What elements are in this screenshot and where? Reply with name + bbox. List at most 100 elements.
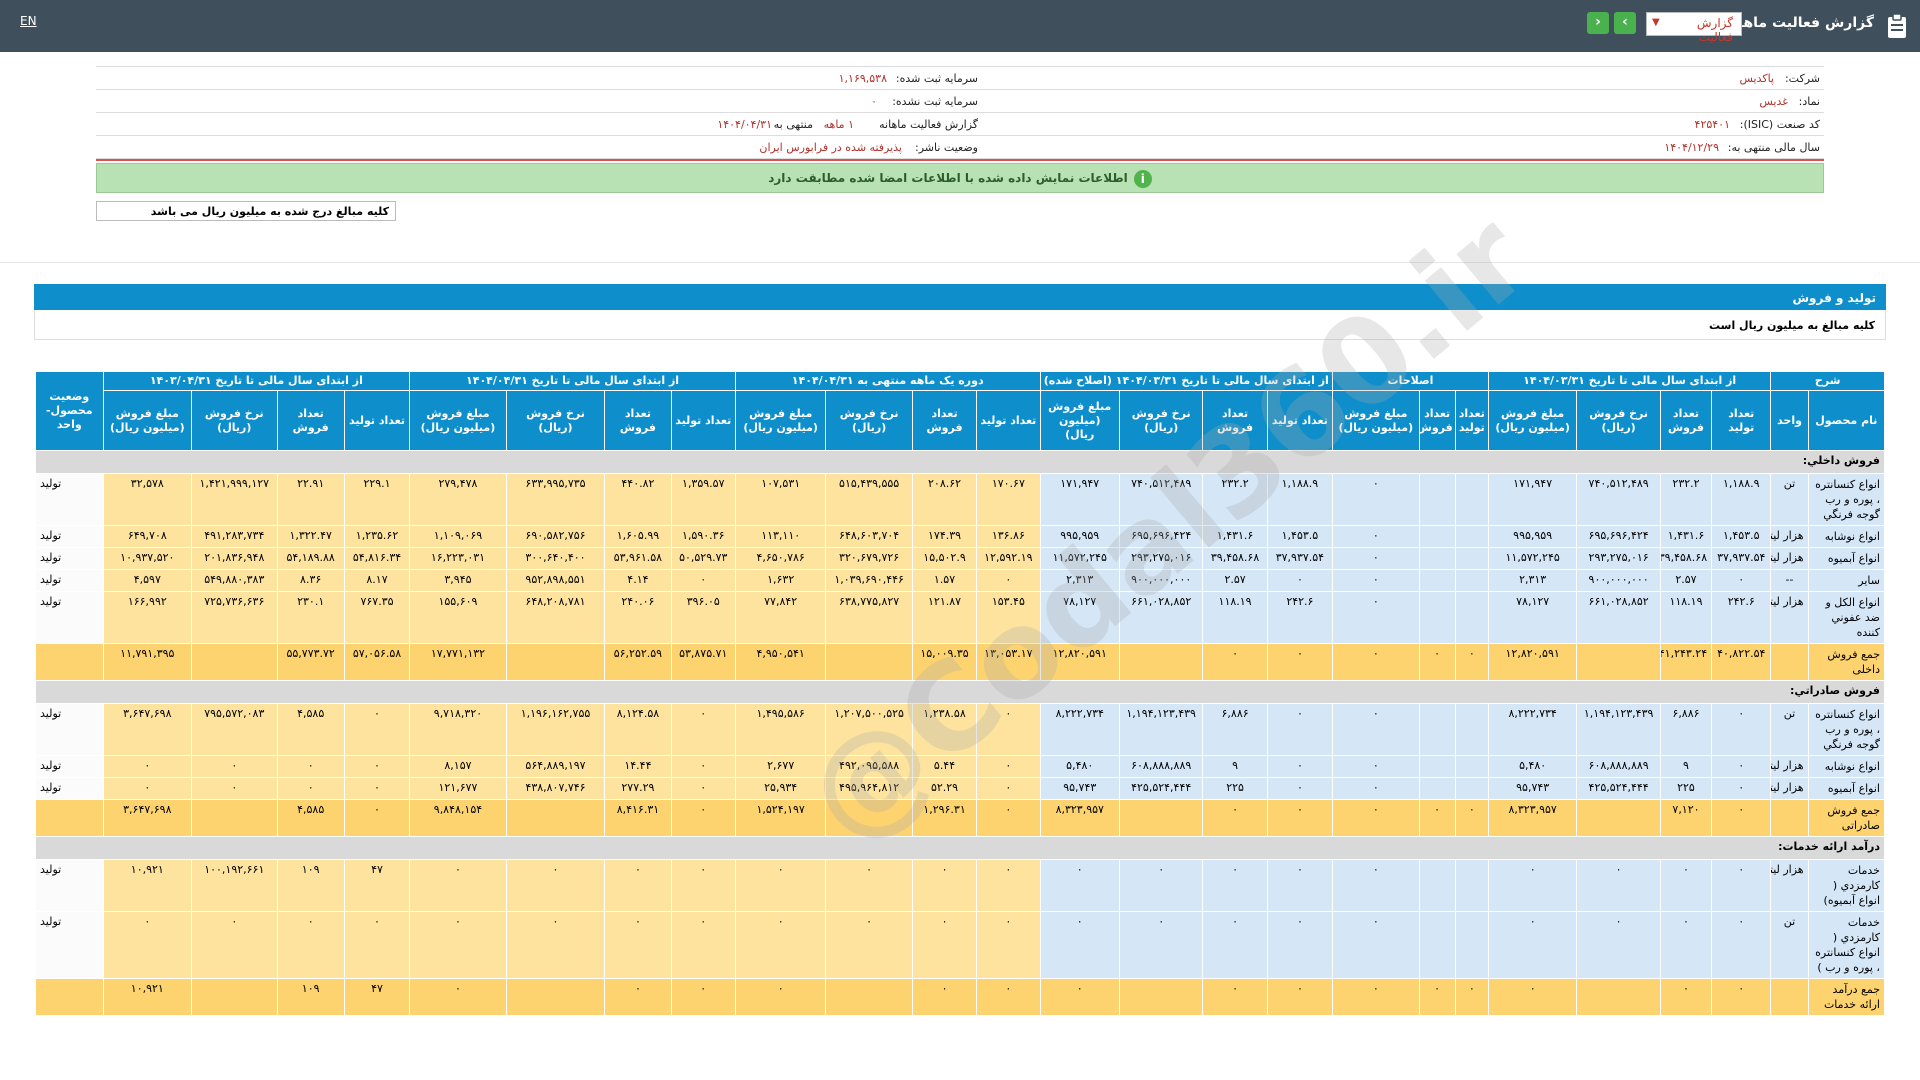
table-cell: ۱۱۸.۱۹ [1202,591,1268,644]
product-status: تولید [35,473,104,526]
table-cell: ۱۲۱,۶۷۷ [409,777,507,800]
table-cell: ۱۲,۸۲۰,۵۹۱ [1487,643,1578,681]
table-cell: ۳۹۶.۰۵ [670,591,736,644]
table-cell: ۰ [1711,569,1772,592]
chevron-down-icon: ▼ [1652,17,1660,28]
prev-button[interactable]: ‹ [1587,12,1609,34]
product-name: انواع الکل و ضد عفوني کننده [1807,591,1886,644]
table-cell: ۱۲,۵۹۲.۱۹ [976,547,1041,570]
table-cell: ۵۶۴,۸۸۹,۱۹۷ [505,755,606,778]
table-cell: ۰ [1659,978,1713,1016]
group-header: از ابتدای سال مالی تا تاریخ ۱۴۰۴/۰۴/۳۱ [409,371,736,391]
product-status: تولید [35,911,104,979]
report-type-select[interactable]: گزارش فعالیت ▼ [1646,12,1742,44]
column-header: مبلغ فروش (میلیون ریال) [409,390,507,451]
isic-label: کد صنعت (ISIC): [1739,118,1820,131]
table-cell: ۱,۲۳۵.۶۲ [343,525,411,548]
table-cell: ۱۶,۲۲۳,۰۳۱ [409,547,507,570]
table-cell: ۱,۴۳۱.۶ [1659,525,1713,548]
panel-subtitle: کلیه مبالغ به میلیون ریال است [34,310,1886,340]
table-cell: ۲۰۱,۸۳۶,۹۴۸ [191,547,278,570]
table-cell: ۷۹۵,۵۷۲,۰۸۳ [191,703,278,756]
table-cell: ۱۱۳,۱۱۰ [734,525,827,548]
table-cell: ۲۲۵ [1659,777,1713,800]
table-cell: ۲۴۲.۶ [1266,591,1334,644]
table-cell: ۰ [1711,703,1772,756]
table-cell: ۲۵,۹۳۴ [734,777,827,800]
column-header: نرخ فروش (ریال) [825,390,913,451]
table-cell: ۶,۸۸۶ [1202,703,1268,756]
table-cell: ۰ [1418,799,1456,837]
table-cell: ۲.۵۷ [1659,569,1713,592]
table-cell: ۸,۱۵۷ [409,755,507,778]
table-cell: ۸,۳۲۳,۹۵۷ [1039,799,1120,837]
column-header: تعداد تولید [976,390,1041,451]
verification-notice: i اطلاعات نمایش داده شده با اطلاعات امضا … [96,163,1824,193]
info-icon: i [1133,169,1152,188]
product-name: انواع آبميوه [1807,547,1886,570]
panel-title: تولید و فروش [34,284,1886,310]
table-cell: ۰ [409,859,507,912]
table-cell: ۲.۵۷ [1202,569,1268,592]
table-cell: ۲۳۲.۲ [1659,473,1713,526]
chevron-left-icon: ‹ [1595,14,1601,30]
table-cell [1454,777,1489,800]
table-cell: ۱,۱۸۸.۹ [1266,473,1334,526]
table-cell [1576,799,1661,837]
product-name: جمع فروش صادراتی [1807,799,1886,837]
unregistered-capital-label: سرمایه ثبت نشده: [892,95,978,108]
table-cell: ۰ [1332,547,1420,570]
table-cell: ۰ [1202,911,1268,979]
product-name: خدمات کارمزدي ( انواع کنسانتره ، پوره و … [1807,911,1886,979]
table-cell: ۲۲۵ [1202,777,1268,800]
column-header: مبلغ فروش (میلیون ریال) [1039,390,1120,451]
table-cell: تن [1770,911,1809,979]
table-cell [1454,911,1489,979]
table-cell: ۴۷ [343,859,411,912]
table-cell: ۱۷۱,۹۴۷ [1487,473,1578,526]
table-cell [1118,643,1204,681]
table-cell: ۰ [1332,978,1420,1016]
table-row: انواع کنسانتره ، پوره و رب گوجه فرنگي تن ۱… [35,473,1886,526]
registered-capital: ۱,۱۶۹,۵۳۸ [838,72,887,85]
table-cell: ۰ [505,859,606,912]
production-sales-table: شرح از ابتدای سال مالی تا تاریخ ۱۴۰۴/۰۳/… [35,371,1886,1016]
column-header: مبلغ فروش (میلیون ریال) [1487,390,1578,451]
table-cell: ۰ [409,911,507,979]
table-cell: ۴,۹۵۰,۵۴۱ [734,643,827,681]
table-cell [1454,591,1489,644]
table-cell: ۰ [1576,911,1661,979]
table-cell: ۱۵۳.۴۵ [976,591,1041,644]
chevron-right-icon: › [1622,14,1628,30]
table-cell: ۵۴,۱۸۹.۸۸ [276,547,345,570]
language-link[interactable]: EN [20,14,37,28]
table-cell: ۰ [670,755,736,778]
table-cell: ۱,۲۹۶.۳۱ [911,799,978,837]
table-cell: ۱,۴۳۱.۶ [1202,525,1268,548]
table-cell: ۳۲۰,۶۷۹,۷۲۶ [825,547,913,570]
table-cell [1454,525,1489,548]
table-cell: ۱,۳۵۹.۵۷ [670,473,736,526]
product-name: خدمات کارمزدي ( انواع آبميوه) [1807,859,1886,912]
table-cell: ۰ [102,755,193,778]
table-cell: ۲۹۳,۲۷۵,۰۱۶ [1576,547,1661,570]
report-period: ۱ ماهه [823,118,854,131]
table-cell: ۹۹۵,۹۵۹ [1039,525,1120,548]
table-cell: ۷۸,۱۲۷ [1487,591,1578,644]
table-cell: ۱,۵۲۴,۱۹۷ [734,799,827,837]
table-cell [505,643,606,681]
divider [96,159,1824,161]
total-row: جمع درآمد ارائه خدمات ۰ ۰ ۰ ۰ ۰ ۰ ۰ ۰ ۰ ۰ ۰ ۰ ۰ ۰ ۰ ۴۷ ۱۰… [35,978,1886,1016]
table-cell: ۰ [1118,911,1204,979]
table-cell: ۰ [1266,978,1334,1016]
table-cell: ۴۱,۲۴۳.۲۴ [1659,643,1713,681]
table-cell: ۱۵,۵۰۲.۹ [911,547,978,570]
table-cell: تن [1770,703,1809,756]
table-cell: ۸,۲۲۲,۷۳۴ [1487,703,1578,756]
table-cell: ۱.۵۷ [911,569,978,592]
table-cell: ۵۵,۷۷۳.۷۲ [276,643,345,681]
table-cell: ۷۲۵,۷۳۶,۶۳۶ [191,591,278,644]
next-button[interactable]: › [1614,12,1636,34]
